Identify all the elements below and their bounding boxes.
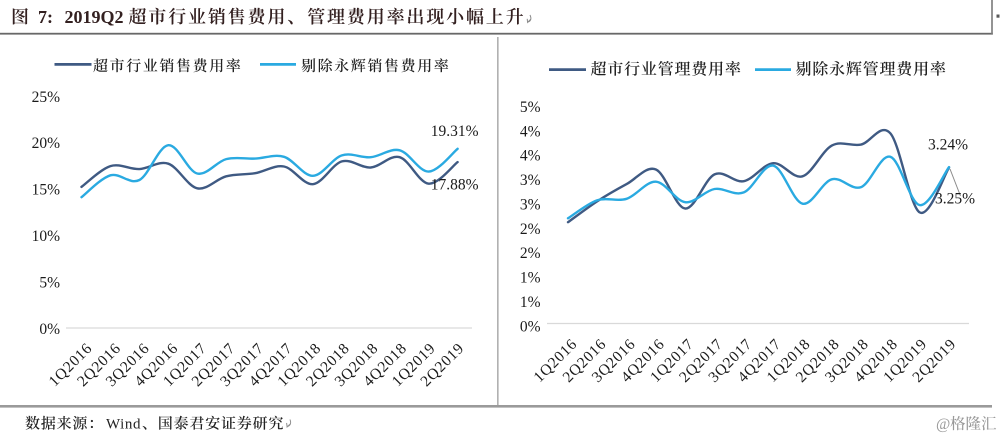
svg-text:@: @ <box>936 416 950 433</box>
svg-text:1%: 1% <box>520 270 541 287</box>
svg-text:20%: 20% <box>32 135 61 152</box>
svg-text:0%: 0% <box>520 318 541 335</box>
svg-text:4%: 4% <box>520 148 541 165</box>
svg-text:Wind: Wind <box>106 417 141 433</box>
svg-text:5%: 5% <box>520 99 541 116</box>
svg-text:2%: 2% <box>520 221 541 238</box>
svg-text:3.24%: 3.24% <box>928 137 968 154</box>
svg-text:19.31%: 19.31% <box>431 123 479 140</box>
svg-text:17.88%: 17.88% <box>431 177 479 194</box>
svg-text:25%: 25% <box>32 89 61 106</box>
svg-text:15%: 15% <box>32 182 61 199</box>
svg-text:0%: 0% <box>39 321 60 338</box>
svg-text:3.25%: 3.25% <box>935 191 975 208</box>
svg-text:5%: 5% <box>39 274 60 291</box>
svg-text:2019Q2: 2019Q2 <box>65 7 124 27</box>
svg-text:7:: 7: <box>38 7 53 27</box>
svg-text:2%: 2% <box>520 245 541 262</box>
svg-text:10%: 10% <box>32 228 61 245</box>
svg-text:3%: 3% <box>520 172 541 189</box>
svg-text:4%: 4% <box>520 123 541 140</box>
svg-text:1%: 1% <box>520 294 541 311</box>
svg-text:3%: 3% <box>520 197 541 214</box>
